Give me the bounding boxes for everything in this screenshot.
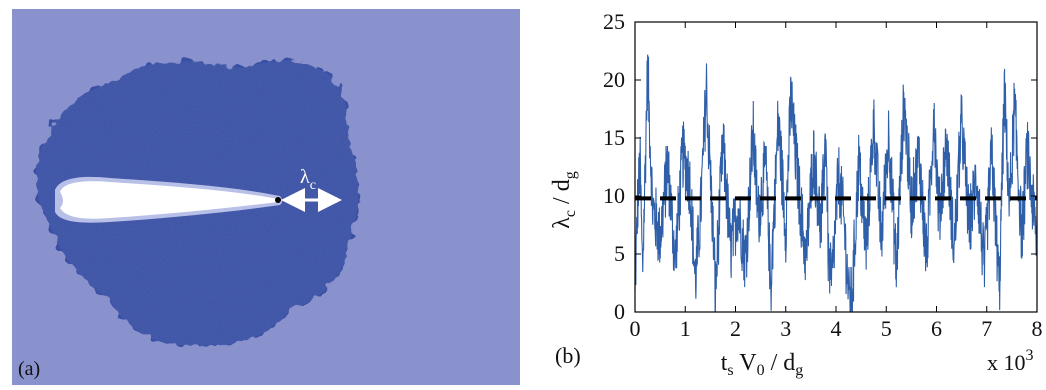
x-scale-multiplier: x 103	[987, 347, 1034, 375]
panel-a-label: (a)	[18, 358, 40, 380]
plot-area	[634, 54, 1038, 313]
x-tick-label: 3	[780, 316, 791, 341]
time-series-chart: 0 1 2 3 4 5 6 7 8 0 5 10 15 20 25 (b) λc / dg ts V0 / …	[549, 9, 1043, 379]
fracture-cavity	[60, 181, 280, 219]
x-tick-label: 0	[630, 316, 641, 341]
series-line	[634, 54, 1038, 313]
y-tick-label: 15	[603, 125, 625, 150]
y-tick-label: 0	[614, 299, 625, 324]
x-tick-label: 8	[1032, 316, 1043, 341]
x-tick-label: 5	[881, 316, 892, 341]
lambda-annotation: λc	[300, 166, 316, 193]
x-axis-label: ts V0 / dg	[721, 350, 803, 379]
x-tick-label: 6	[931, 316, 942, 341]
panel-b-label: (b)	[555, 343, 581, 368]
x-tick-label: 4	[831, 316, 842, 341]
panel-a: λc (a)	[0, 0, 520, 385]
y-axis-label: λc / dg	[549, 171, 579, 228]
x-tick-label: 1	[680, 316, 691, 341]
cluster-image: λc (a)	[12, 9, 520, 385]
panel-b: 0 1 2 3 4 5 6 7 8 0 5 10 15 20 25 (b) λc / dg ts V0 / …	[525, 0, 1046, 385]
axes: 0 1 2 3 4 5 6 7 8 0 5 10 15 20 25	[603, 9, 1043, 341]
y-tick-label: 10	[603, 183, 625, 208]
y-tick-label: 20	[603, 67, 625, 92]
y-tick-label: 25	[603, 9, 625, 34]
y-tick-label: 5	[614, 241, 625, 266]
x-tick-label: 7	[981, 316, 992, 341]
x-tick-label: 2	[730, 316, 741, 341]
cavity-tip	[275, 197, 281, 203]
